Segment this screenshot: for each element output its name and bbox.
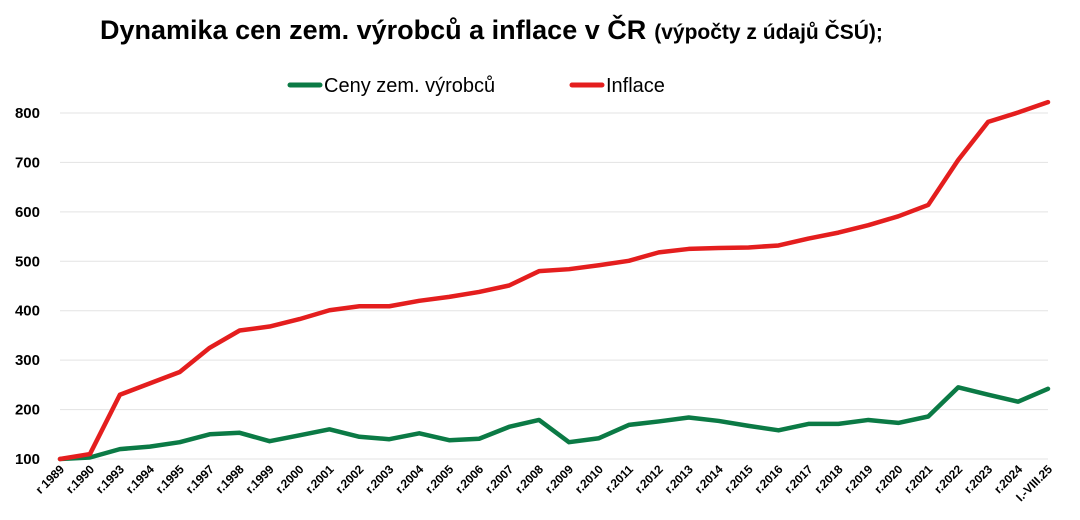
series-line-inflace	[57, 99, 1051, 462]
x-tick-label: r.2009	[542, 462, 576, 496]
y-tick-label: 500	[15, 253, 40, 270]
series-line-ceny-zem-vyrobcu	[57, 385, 1051, 462]
x-tick-label: r.1997	[183, 462, 217, 496]
x-tick-label: r.2008	[512, 462, 546, 496]
legend-label-ceny-zem-vyrobcu: Ceny zem. výrobců	[324, 75, 495, 97]
x-tick-label: r.2002	[333, 462, 367, 496]
x-tick-label: r.2023	[961, 462, 995, 496]
x-tick-label: r.2003	[362, 462, 396, 496]
y-axis: 100 200 300 400 500 600 700 800	[15, 105, 40, 468]
legend: Ceny zem. výrobců Inflace	[287, 75, 665, 97]
y-tick-label: 300	[15, 352, 40, 369]
x-tick-label: r.2004	[392, 462, 426, 496]
y-tick-label: 800	[15, 105, 40, 122]
x-tick-label: r.2011	[602, 462, 636, 496]
x-tick-label: r.2021	[901, 462, 935, 496]
x-tick-label: r.1993	[93, 462, 127, 496]
chart-title-main: Dynamika cen zem. výrobců a inflace v ČR	[100, 14, 646, 45]
y-tick-label: 100	[15, 451, 40, 468]
x-tick-label: r.1995	[153, 462, 187, 496]
series-lines	[57, 99, 1051, 462]
x-tick-label: r.2018	[812, 462, 846, 496]
x-tick-label: r.2007	[482, 462, 516, 496]
x-tick-label: r.2001	[303, 462, 337, 496]
x-tick-label: r.2022	[931, 462, 965, 496]
x-tick-label: r.2013	[662, 462, 696, 496]
y-tick-label: 700	[15, 154, 40, 171]
y-tick-label: 400	[15, 303, 40, 320]
x-axis: r 1989r.1990r.1993r.1994r.1995r.1997r.19…	[33, 462, 1056, 504]
x-tick-label: r.2006	[452, 462, 486, 496]
x-tick-label: r.2020	[871, 462, 905, 496]
x-tick-label: r.1990	[63, 462, 97, 496]
chart-title: Dynamika cen zem. výrobců a inflace v ČR…	[100, 14, 883, 45]
x-tick-label: r.2000	[273, 462, 307, 496]
x-tick-label: r.2015	[722, 462, 756, 496]
y-tick-label: 600	[15, 204, 40, 221]
x-tick-label: r.2005	[422, 462, 456, 496]
x-tick-label: r.1994	[123, 462, 157, 496]
y-tick-label: 200	[15, 402, 40, 419]
legend-label-inflace: Inflace	[606, 75, 665, 97]
x-tick-label: r.2019	[842, 462, 876, 496]
x-tick-label: r.1999	[243, 462, 277, 496]
x-tick-label: r.2016	[752, 462, 786, 496]
x-tick-label: r.2012	[632, 462, 666, 496]
chart-title-subtitle: (výpočty z údajů ČSÚ);	[654, 20, 883, 44]
gridlines	[60, 112, 1048, 460]
x-tick-label: r.2010	[572, 462, 606, 496]
x-tick-label: r.2017	[782, 462, 816, 496]
x-tick-label: r.1998	[213, 462, 247, 496]
x-tick-label: r.2014	[692, 462, 726, 496]
